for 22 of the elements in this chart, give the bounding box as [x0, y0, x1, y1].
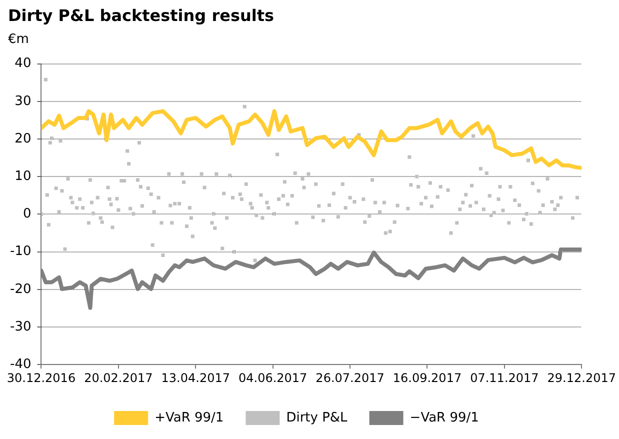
- y-tick-label: 10: [14, 168, 32, 184]
- x-tick-label: 13.04.2017: [161, 370, 230, 385]
- chart-title: Dirty P&L backtesting results: [8, 6, 276, 27]
- y-tick-label: -20: [10, 282, 32, 297]
- legend-label: Dirty P&L: [286, 410, 348, 426]
- x-tick-label: 30.12.2016: [6, 370, 76, 385]
- x-tick-label: 26.07.2017: [316, 370, 384, 385]
- y-tick-label: 30: [14, 94, 32, 109]
- y-tick-label: 20: [14, 131, 32, 146]
- y-tick-label: -30: [10, 319, 32, 334]
- x-tick-label: 04.06.2017: [238, 370, 308, 385]
- y-axis-title: €m: [8, 32, 30, 49]
- x-tick-label: 16.09.2017: [392, 370, 462, 385]
- x-tick-label: 20.02.2017: [84, 370, 153, 385]
- x-tick-label: 07.11.2017: [470, 370, 539, 385]
- y-tick-label: -10: [10, 244, 32, 260]
- y-tick-label: -40: [10, 356, 32, 372]
- y-tick-label: 0: [22, 206, 32, 222]
- x-tick-label: 29.12.2017: [547, 370, 616, 385]
- legend-label: +VaR 99/1: [154, 410, 224, 426]
- legend-label: −VaR 99/1: [410, 410, 479, 426]
- y-tick-label: 40: [14, 56, 32, 72]
